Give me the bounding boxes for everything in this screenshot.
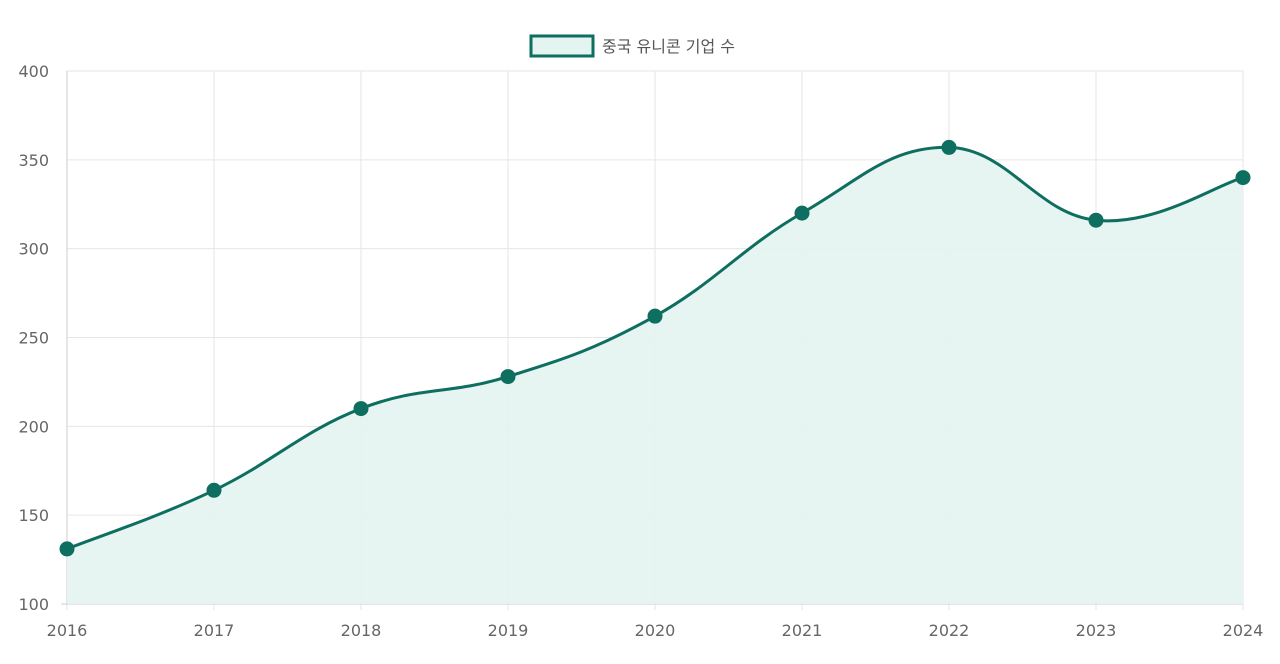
x-tick-label: 2020 [635, 621, 676, 640]
y-tick-label: 300 [18, 240, 49, 259]
y-tick-label: 350 [18, 151, 49, 170]
data-points [59, 139, 1251, 557]
x-tick-label: 2023 [1076, 621, 1117, 640]
area-fill-layer [67, 147, 1243, 605]
y-tick-label: 100 [18, 595, 49, 614]
data-point[interactable] [941, 139, 957, 155]
x-tick-label: 2018 [341, 621, 382, 640]
y-axis-ticks: 100 150 200 250 300 350 400 [18, 62, 49, 614]
legend-label[interactable]: 중국 유니콘 기업 수 [602, 37, 735, 56]
data-point[interactable] [794, 205, 810, 221]
y-tick-label: 250 [18, 329, 49, 348]
x-tick-label: 2024 [1223, 621, 1264, 640]
x-tick-label: 2022 [929, 621, 970, 640]
legend[interactable]: 중국 유니콘 기업 수 [529, 34, 735, 58]
data-point[interactable] [1088, 212, 1104, 228]
data-point[interactable] [59, 541, 75, 557]
x-tick-label: 2021 [782, 621, 823, 640]
data-point[interactable] [500, 369, 516, 385]
y-tick-label: 150 [18, 506, 49, 525]
series-area [67, 147, 1243, 605]
y-tick-label: 400 [18, 62, 49, 81]
data-point[interactable] [353, 401, 369, 417]
y-tick-label: 200 [18, 417, 49, 436]
data-point[interactable] [206, 482, 222, 498]
x-tick-label: 2017 [194, 621, 235, 640]
x-tick-label: 2019 [488, 621, 529, 640]
data-point[interactable] [647, 308, 663, 324]
x-tick-label: 2016 [47, 621, 88, 640]
data-point[interactable] [1235, 170, 1251, 186]
x-axis-ticks: 2016 2017 2018 2019 2020 2021 2022 2023 2024 [47, 621, 1264, 640]
legend-swatch[interactable] [529, 34, 595, 58]
